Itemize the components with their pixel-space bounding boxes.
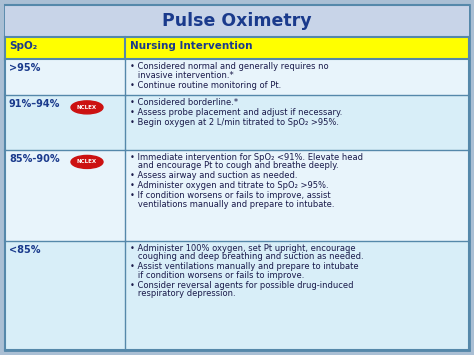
FancyBboxPatch shape — [5, 5, 469, 350]
Text: respiratory depression.: respiratory depression. — [130, 289, 236, 298]
Text: Nursing Intervention: Nursing Intervention — [130, 41, 253, 51]
Text: invasive intervention.*: invasive intervention.* — [130, 71, 234, 80]
Text: • Administer oxygen and titrate to SpO₂ >95%.: • Administer oxygen and titrate to SpO₂ … — [130, 181, 328, 190]
Ellipse shape — [71, 101, 103, 114]
Text: • Considered normal and generally requires no: • Considered normal and generally requir… — [130, 62, 328, 71]
FancyBboxPatch shape — [5, 95, 469, 150]
Text: • Consider reversal agents for possible drug-induced: • Consider reversal agents for possible … — [130, 281, 354, 290]
Text: coughing and deep breathing and suction as needed.: coughing and deep breathing and suction … — [130, 252, 364, 261]
Text: NCLEX: NCLEX — [77, 105, 97, 110]
Text: • Assess airway and suction as needed.: • Assess airway and suction as needed. — [130, 171, 298, 180]
FancyBboxPatch shape — [5, 59, 469, 95]
Text: SpO₂: SpO₂ — [9, 41, 37, 51]
Text: • If condition worsens or fails to improve, assist: • If condition worsens or fails to impro… — [130, 191, 331, 201]
FancyBboxPatch shape — [5, 5, 469, 37]
Text: • Immediate intervention for SpO₂ <91%. Elevate head: • Immediate intervention for SpO₂ <91%. … — [130, 153, 363, 162]
Text: • Assess probe placement and adjust if necessary.: • Assess probe placement and adjust if n… — [130, 108, 342, 118]
Text: and encourage Pt to cough and breathe deeply.: and encourage Pt to cough and breathe de… — [130, 162, 338, 170]
Text: <85%: <85% — [9, 245, 40, 255]
Text: Pulse Oximetry: Pulse Oximetry — [162, 12, 312, 30]
Text: • Considered borderline.*: • Considered borderline.* — [130, 98, 238, 107]
Text: • Administer 100% oxygen, set Pt upright, encourage: • Administer 100% oxygen, set Pt upright… — [130, 244, 356, 253]
FancyBboxPatch shape — [5, 241, 469, 350]
Text: 91%–94%: 91%–94% — [9, 99, 60, 109]
Text: • Assist ventilations manually and prepare to intubate: • Assist ventilations manually and prepa… — [130, 262, 359, 271]
Text: 85%-90%: 85%-90% — [9, 154, 60, 164]
Text: ventilations manually and prepare to intubate.: ventilations manually and prepare to int… — [130, 200, 335, 209]
Text: if condition worsens or fails to improve.: if condition worsens or fails to improve… — [130, 271, 304, 280]
Text: NCLEX: NCLEX — [77, 159, 97, 164]
Text: • Begin oxygen at 2 L/min titrated to SpO₂ >95%.: • Begin oxygen at 2 L/min titrated to Sp… — [130, 118, 339, 127]
FancyBboxPatch shape — [5, 150, 469, 241]
Text: • Continue routine monitoring of Pt.: • Continue routine monitoring of Pt. — [130, 81, 281, 89]
FancyBboxPatch shape — [5, 37, 469, 59]
Text: >95%: >95% — [9, 63, 40, 73]
Ellipse shape — [71, 155, 103, 168]
